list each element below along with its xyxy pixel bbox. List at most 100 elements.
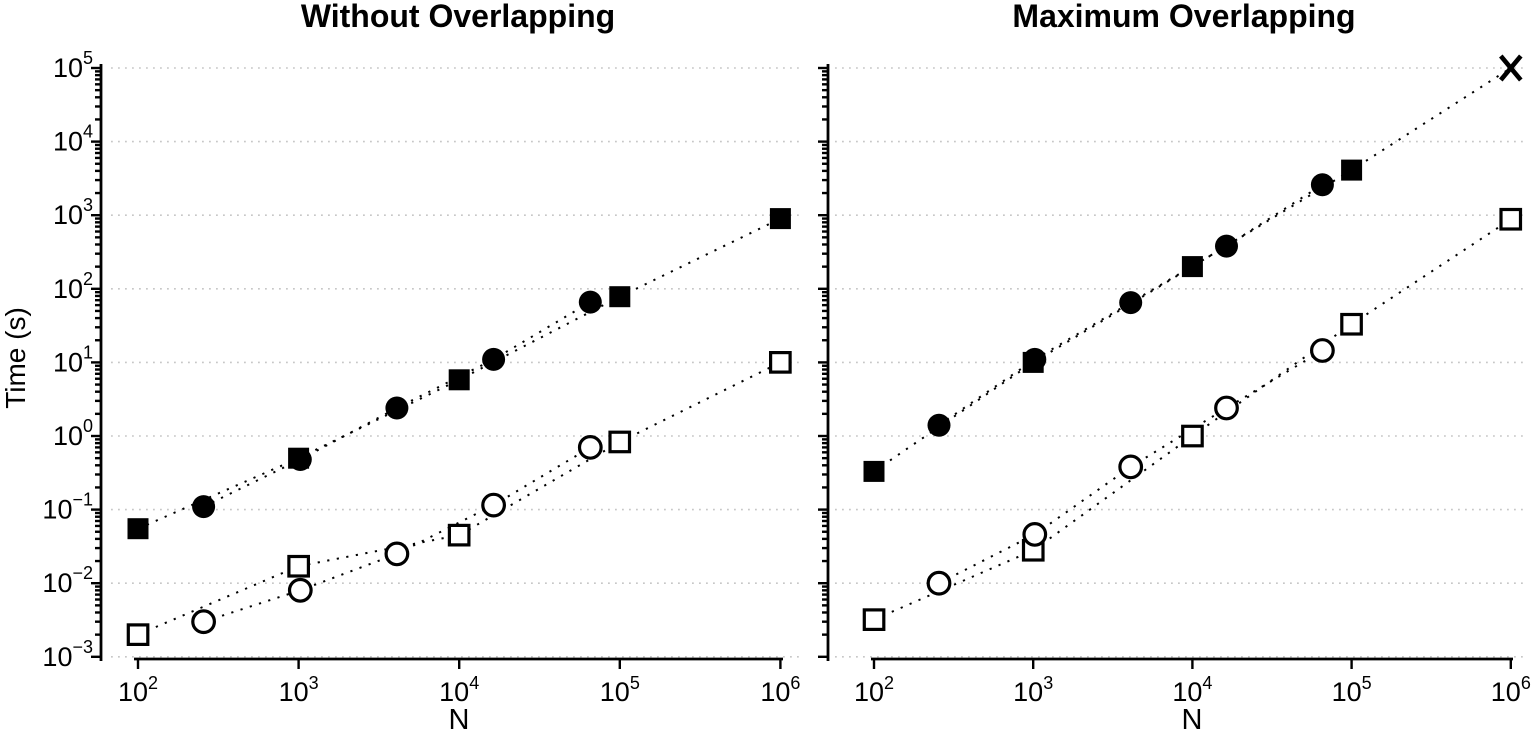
exponent: 3 bbox=[309, 673, 319, 693]
y-tick-label: 100 bbox=[53, 416, 93, 451]
data-point-filled-circles bbox=[578, 290, 602, 314]
data-point-open-circles bbox=[287, 577, 313, 603]
exponent: 2 bbox=[884, 673, 894, 693]
exponent: 3 bbox=[1043, 673, 1053, 693]
x-tick-label: 105 bbox=[1332, 673, 1372, 707]
data-point-open-squares bbox=[1499, 207, 1523, 231]
y-tick-label: 103 bbox=[53, 195, 93, 230]
data-point-filled-squares bbox=[863, 460, 885, 482]
data-point-filled-circles bbox=[192, 495, 216, 519]
data-point-filled-circles bbox=[927, 413, 951, 437]
exponent: 2 bbox=[83, 269, 93, 289]
data-point-filled-circles bbox=[1215, 234, 1238, 258]
data-point-open-circles bbox=[1214, 395, 1239, 421]
data-point-open-squares bbox=[768, 351, 792, 374]
x-tick-label: 106 bbox=[760, 673, 800, 707]
data-point-open-circles bbox=[926, 570, 952, 596]
x-tick-label: 103 bbox=[1013, 673, 1053, 707]
x-tick-label: 104 bbox=[1172, 673, 1212, 707]
data-point-filled-circles bbox=[1310, 173, 1334, 197]
data-point-open-squares bbox=[608, 430, 632, 454]
exponent: 1 bbox=[83, 342, 93, 362]
series-markers-open-circles bbox=[926, 338, 1335, 596]
gridlines bbox=[835, 67, 1528, 658]
data-point-x-marker bbox=[1499, 54, 1523, 82]
exponent: 0 bbox=[83, 416, 93, 436]
data-point-open-circles bbox=[577, 435, 603, 460]
exponent: 4 bbox=[469, 673, 479, 693]
data-point-open-squares bbox=[1340, 312, 1363, 336]
data-point-filled-squares bbox=[1341, 159, 1363, 181]
x-axis bbox=[871, 657, 1513, 669]
y-axis bbox=[91, 64, 103, 661]
series-markers-filled-squares bbox=[863, 54, 1523, 482]
panel-title-maximum-overlapping: Maximum Overlapping bbox=[1012, 0, 1355, 34]
x-axis-label-right: N bbox=[1182, 704, 1203, 734]
data-point-open-circles bbox=[481, 492, 507, 518]
exponent: −1 bbox=[72, 490, 93, 510]
x-tick-label: 106 bbox=[1491, 673, 1531, 707]
x-tick-label: 104 bbox=[439, 673, 479, 707]
exponent: 4 bbox=[1202, 673, 1212, 693]
data-point-open-circles bbox=[1022, 522, 1048, 547]
exponent: 6 bbox=[1521, 673, 1531, 693]
y-tick-label: 10−1 bbox=[42, 490, 93, 525]
series-markers-open-squares bbox=[126, 351, 792, 647]
data-point-open-squares bbox=[287, 554, 310, 578]
data-point-open-squares bbox=[862, 608, 886, 632]
x-tick-labels: 102 103 104 105 106 bbox=[118, 673, 800, 707]
data-point-filled-squares bbox=[769, 208, 791, 230]
x-tick-label: 102 bbox=[118, 673, 158, 707]
exponent: 3 bbox=[83, 195, 93, 215]
x-axis bbox=[134, 657, 783, 669]
data-point-open-circles bbox=[1309, 338, 1335, 363]
x-tick-label: 102 bbox=[854, 673, 894, 707]
data-point-open-circles bbox=[384, 541, 410, 567]
data-point-filled-circles bbox=[288, 448, 312, 471]
y-tick-label: 104 bbox=[53, 122, 93, 157]
gridlines bbox=[111, 67, 800, 658]
series-markers-filled-circles bbox=[927, 173, 1334, 437]
data-point-open-squares bbox=[126, 623, 150, 647]
data-point-filled-circles bbox=[1119, 291, 1143, 315]
y-tick-label: 102 bbox=[53, 269, 93, 304]
data-point-open-squares bbox=[1181, 424, 1204, 448]
exponent: −3 bbox=[72, 637, 93, 657]
panel-title-without-overlapping: Without Overlapping bbox=[301, 0, 615, 34]
data-point-filled-squares bbox=[448, 369, 470, 391]
series-line-filled-squares bbox=[137, 217, 781, 530]
x-tick-labels: 102 103 104 105 106 bbox=[854, 673, 1531, 707]
x-axis-label-left: N bbox=[449, 704, 470, 734]
x-tick-label: 105 bbox=[600, 673, 640, 707]
exponent: 4 bbox=[83, 122, 93, 142]
exponent: 2 bbox=[148, 673, 158, 693]
y-axis bbox=[818, 64, 830, 661]
y-tick-label: 105 bbox=[53, 48, 93, 83]
exponent: 6 bbox=[790, 673, 800, 693]
panel-maximum-overlapping: 102 103 104 105 106 bbox=[818, 54, 1531, 707]
series-line-open-circles bbox=[203, 446, 591, 623]
data-point-filled-squares bbox=[1181, 256, 1203, 278]
data-point-open-squares bbox=[447, 523, 471, 547]
exponent: −2 bbox=[72, 563, 93, 583]
series-line-open-squares bbox=[137, 361, 781, 636]
x-marker-stroke bbox=[1499, 54, 1523, 82]
y-axis-label: Time (s) bbox=[0, 307, 31, 409]
y-tick-label: 10−2 bbox=[42, 563, 93, 598]
exponent: 5 bbox=[630, 673, 640, 693]
series-markers-open-squares bbox=[862, 207, 1523, 632]
data-point-filled-squares bbox=[127, 518, 149, 540]
series-line-open-squares bbox=[873, 218, 1512, 621]
exponent: 5 bbox=[1362, 673, 1372, 693]
y-tick-label: 101 bbox=[53, 342, 93, 377]
y-tick-label: 10−3 bbox=[42, 637, 93, 672]
exponent: 5 bbox=[83, 48, 93, 68]
data-point-filled-circles bbox=[482, 347, 506, 371]
data-point-open-circles bbox=[1118, 454, 1144, 480]
data-point-filled-squares bbox=[609, 286, 631, 308]
data-point-filled-circles bbox=[1023, 347, 1047, 371]
series-markers-filled-circles bbox=[192, 290, 602, 519]
